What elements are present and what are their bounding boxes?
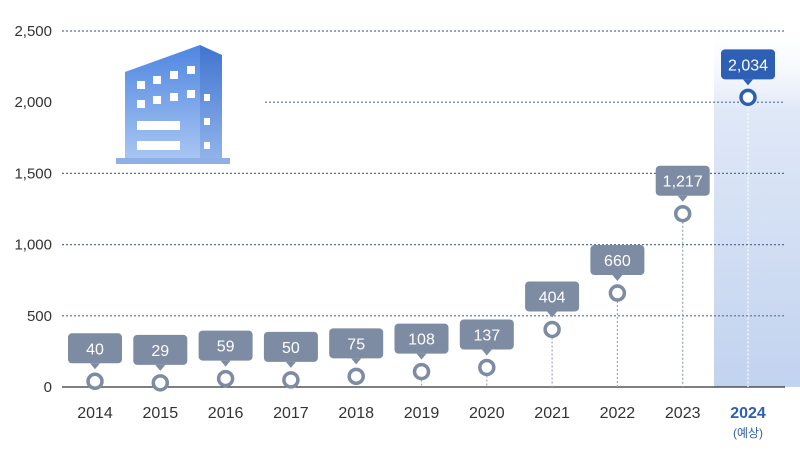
value-label-pointer	[677, 195, 688, 202]
building-icon	[116, 45, 230, 164]
value-label-box	[68, 333, 122, 364]
data-point	[412, 362, 431, 381]
data-point	[151, 374, 170, 392]
value-label-box	[329, 328, 384, 359]
x-tick-label: 2023	[665, 405, 701, 422]
y-tick-label: 2,000	[14, 94, 52, 111]
x-tick-label: 2016	[208, 405, 244, 422]
data-point	[282, 371, 300, 389]
value-label-box	[525, 281, 580, 312]
x-axis-ticks: 2014 2015 2016 2017 2018 2019 2020 2021 2022 2023…	[77, 405, 766, 440]
y-tick-label: 500	[27, 308, 52, 325]
x-tick-label: 2021	[534, 405, 570, 422]
highlight-band	[714, 20, 800, 387]
value-label-pointer	[481, 349, 492, 356]
y-tick-label: 0	[44, 379, 52, 396]
data-point	[543, 320, 561, 339]
value-label-pointer	[612, 275, 623, 282]
value-label-pointer	[416, 353, 427, 360]
x-tick-note: (예상)	[733, 426, 763, 440]
y-axis-ticks: 0 500 1,000 1,500 2,000 2,500	[14, 23, 52, 396]
value-label: 2,034	[728, 57, 768, 74]
x-tick-label: 2018	[338, 405, 374, 422]
data-point	[478, 358, 496, 377]
value-label: 50	[282, 340, 300, 357]
markers	[86, 88, 757, 392]
value-label-pointer	[285, 361, 296, 368]
value-label-pointer	[220, 360, 231, 367]
value-labels: 40 29 59 50 75 108 137 404 660 1,217 2,034	[68, 49, 775, 371]
x-tick-label: 2019	[404, 405, 440, 422]
data-point	[347, 367, 365, 386]
y-tick-label: 1,500	[14, 165, 52, 182]
x-tick-label: 2020	[469, 405, 505, 422]
value-label-box	[721, 49, 775, 80]
value-label-box	[133, 334, 188, 365]
stems	[420, 105, 749, 387]
x-tick-label: 2015	[143, 405, 179, 422]
data-point	[608, 284, 627, 302]
value-label-box	[590, 245, 645, 276]
value-label-box	[394, 323, 449, 354]
value-label-pointer	[155, 364, 166, 371]
value-label: 137	[473, 327, 500, 344]
value-label-box	[655, 165, 710, 196]
y-tick-label: 2,500	[14, 23, 52, 40]
value-label: 660	[604, 253, 631, 270]
y-tick-label: 1,000	[14, 237, 52, 254]
value-label-box	[263, 331, 318, 362]
x-tick-label: 2024	[730, 405, 766, 422]
x-tick-label: 2017	[273, 405, 309, 422]
gridlines	[62, 30, 785, 388]
data-point	[216, 369, 235, 388]
value-label: 59	[217, 339, 235, 356]
x-tick-label: 2022	[600, 405, 636, 422]
data-point	[739, 88, 757, 107]
value-label: 75	[347, 336, 365, 353]
value-label: 40	[86, 341, 104, 358]
value-label: 29	[151, 343, 169, 360]
value-label-pointer	[351, 358, 362, 365]
x-tick-label: 2014	[77, 405, 113, 422]
data-point	[673, 204, 692, 223]
value-label-pointer	[743, 79, 753, 86]
value-label: 108	[408, 332, 435, 349]
value-label-box	[198, 330, 253, 361]
value-label: 404	[539, 289, 566, 306]
data-point	[86, 372, 104, 391]
value-label: 1,217	[663, 174, 703, 191]
value-label-pointer	[90, 363, 100, 370]
value-label-box	[459, 319, 514, 350]
value-label-pointer	[547, 311, 558, 318]
